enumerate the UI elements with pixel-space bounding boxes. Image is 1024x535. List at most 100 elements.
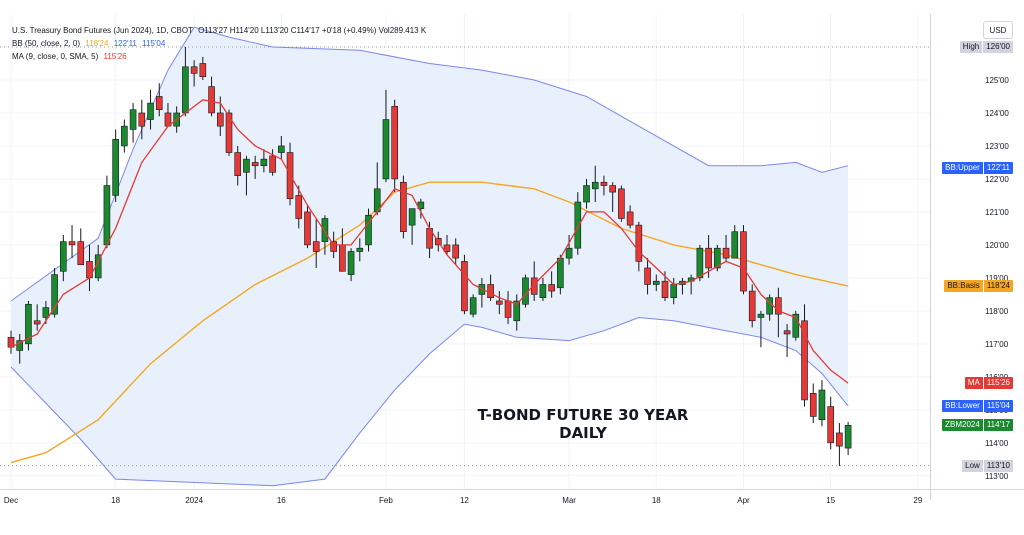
- candle-body: [25, 303, 32, 345]
- candle: [757, 310, 765, 348]
- price-tick-label: 123'00: [985, 142, 1009, 151]
- price-label-name: ZBM2024: [942, 419, 983, 432]
- candle: [775, 287, 782, 338]
- price-label[interactable]: BB:Basis 118'24: [944, 280, 1013, 293]
- candle: [443, 235, 451, 255]
- price-tick-label: 125'00: [985, 76, 1009, 85]
- candle-body: [190, 66, 198, 74]
- candle-body: [347, 251, 355, 275]
- candle: [408, 208, 416, 245]
- candle: [278, 136, 285, 160]
- candle-body: [504, 300, 512, 318]
- price-label[interactable]: Low 113'10: [962, 459, 1013, 472]
- candle: [260, 149, 268, 173]
- price-label[interactable]: BB:Upper 122'11: [942, 161, 1013, 174]
- candle-body: [670, 284, 678, 298]
- ma-indicator-label: MA (9, close, 0, SMA, 5): [12, 52, 99, 61]
- candle-body: [452, 244, 460, 259]
- ohlc-values: O113'27 H114'20 L113'20 C114'17 +0'18 (+…: [198, 26, 427, 35]
- candle-body: [496, 300, 503, 305]
- price-tick-label: 121'00: [985, 208, 1009, 217]
- candle: [190, 60, 198, 87]
- candle-body: [836, 432, 843, 447]
- candle: [722, 235, 730, 262]
- candle-body: [382, 119, 390, 180]
- candle-body: [827, 406, 834, 444]
- candle-body: [16, 340, 24, 351]
- time-tick-label: Apr: [737, 496, 750, 505]
- candle-body: [591, 181, 599, 190]
- bb-upper-value: 122'11: [113, 39, 137, 48]
- candle-body: [661, 280, 669, 298]
- candle: [77, 228, 85, 265]
- candle-body: [652, 280, 660, 285]
- candle-body: [530, 277, 538, 295]
- bb-indicator-label: BB (50, close, 2, 0): [12, 39, 81, 48]
- candle: [51, 267, 58, 318]
- candle: [312, 218, 320, 268]
- candle: [469, 294, 477, 318]
- candle-body: [748, 290, 756, 322]
- price-tick-label: 120'00: [985, 241, 1009, 250]
- candle-body: [216, 112, 224, 127]
- candle-body: [818, 389, 826, 421]
- candle-body: [77, 241, 85, 265]
- candle-body: [234, 152, 242, 176]
- candle: [33, 304, 41, 331]
- legend-instrument-row: U.S. Treasury Bond Futures (Jun 2024), 1…: [12, 24, 426, 37]
- candle: [295, 185, 303, 229]
- price-axis[interactable]: 126'00125'00124'00123'00122'00121'00120'…: [985, 43, 1009, 481]
- price-label[interactable]: BB:Lower 115'04: [942, 399, 1013, 412]
- candle-body: [565, 247, 573, 259]
- candle: [600, 175, 608, 196]
- candle: [365, 208, 372, 252]
- candle-body: [121, 125, 128, 147]
- price-label[interactable]: ZBM2024 114'17: [942, 419, 1013, 432]
- candle: [155, 83, 163, 117]
- price-tick-label: 124'00: [985, 109, 1009, 118]
- price-label[interactable]: MA 115'26: [964, 377, 1013, 390]
- candles-group: [7, 46, 852, 466]
- candle-body: [574, 201, 582, 249]
- candle: [347, 248, 355, 282]
- candle: [199, 56, 207, 80]
- price-label[interactable]: High 126'00: [959, 41, 1013, 53]
- time-axis[interactable]: Dec 18 2024 16 Feb 12 Mar 18 Apr 15 29: [4, 496, 923, 505]
- candle-body: [809, 393, 817, 417]
- time-tick-label: 15: [826, 496, 835, 505]
- candle: [147, 89, 154, 130]
- candle-body: [539, 284, 547, 298]
- candle: [234, 145, 242, 186]
- time-tick-label: 2024: [185, 496, 203, 505]
- candle-body: [225, 112, 233, 153]
- price-label-name: High: [959, 41, 983, 53]
- candle: [452, 238, 460, 265]
- candle-body: [557, 257, 564, 289]
- candle-body: [147, 102, 154, 120]
- candle: [208, 76, 215, 117]
- bb-lower-value: 115'04: [142, 39, 166, 48]
- candle-body: [792, 313, 800, 338]
- candle-body: [548, 284, 555, 292]
- price-tick-label: 114'00: [985, 439, 1009, 448]
- candle: [626, 205, 634, 229]
- price-tick-label: 119'00: [985, 274, 1009, 283]
- legend-bb-row[interactable]: BB (50, close, 2, 0) 118'24 122'11 115'0…: [12, 37, 426, 50]
- price-label-value: 113'10: [983, 459, 1013, 472]
- candle-body: [182, 66, 189, 114]
- price-label-value: 126'00: [983, 41, 1013, 53]
- candle-body: [60, 241, 67, 272]
- bb-basis-value: 118'24: [85, 39, 109, 48]
- candle-body: [400, 181, 407, 233]
- candle-body: [330, 241, 337, 252]
- candle-body: [722, 247, 730, 259]
- chart-annotation: T-BOND FUTURE 30 YEAR DAILY: [468, 406, 698, 442]
- time-tick-label: Dec: [4, 496, 18, 505]
- candle: [740, 225, 747, 295]
- currency-button[interactable]: USD: [983, 21, 1013, 39]
- candle-body: [618, 188, 625, 219]
- candle: [792, 310, 800, 341]
- legend-ma-row[interactable]: MA (9, close, 0, SMA, 5) 115'26: [12, 50, 426, 63]
- time-tick-label: 18: [111, 496, 120, 505]
